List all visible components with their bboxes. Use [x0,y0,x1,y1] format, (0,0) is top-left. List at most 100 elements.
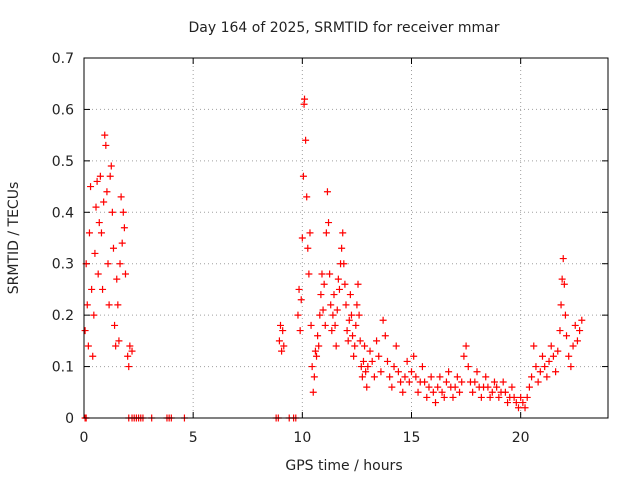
y-tick-label: 0.3 [52,257,74,273]
data-point [386,373,394,381]
data-point [111,321,119,329]
x-tick-label: 15 [403,430,421,446]
data-point [442,378,450,386]
data-point [486,393,494,401]
data-point [301,95,309,103]
data-point [418,363,426,371]
data-point [92,203,100,211]
data-point [96,172,104,180]
data-point [458,378,466,386]
data-point [332,342,340,350]
data-point [88,285,96,293]
data-point [107,162,115,170]
data-point [320,280,328,288]
data-point [482,373,490,381]
data-point [532,363,540,371]
data-point [315,342,323,350]
data-point [342,301,350,309]
data-point [559,255,567,263]
data-point [81,327,89,335]
data-point [392,342,400,350]
data-point [521,404,529,412]
data-point [394,368,402,376]
data-point [547,342,555,350]
data-point [565,352,573,360]
y-tick-label: 0.7 [52,51,74,67]
data-point [275,337,283,345]
data-point [344,337,352,345]
data-point [349,332,357,340]
data-point [578,316,586,324]
data-point [95,219,103,227]
data-point [104,260,112,268]
data-point [539,352,546,360]
data-point [87,183,95,191]
data-point [358,373,366,381]
data-point [536,368,544,376]
data-point [299,172,307,180]
data-point [334,275,342,283]
data-point [117,193,125,201]
data-point [279,327,287,335]
data-point [327,301,335,309]
data-point [366,347,374,355]
data-point [307,321,315,329]
data-point [93,177,101,185]
data-point [97,229,105,237]
data-point [425,383,433,391]
data-point [423,393,431,401]
data-point [501,388,509,396]
data-point [405,378,413,386]
x-tick-label: 20 [512,430,530,446]
data-point [350,352,358,360]
data-point [525,383,533,391]
data-point [83,301,91,309]
data-point [106,172,114,180]
data-point [567,363,575,371]
data-point [304,244,312,252]
data-point [94,270,102,278]
data-point [355,311,363,319]
y-tick-label: 0 [65,411,74,427]
data-point [414,388,422,396]
data-point [528,373,536,381]
x-axis-label: GPS time / hours [285,458,402,474]
data-point [343,327,351,335]
data-point [571,321,579,329]
data-point [557,301,565,309]
data-point [363,383,371,391]
data-point [345,316,353,324]
data-point [510,393,518,401]
data-point [101,131,109,139]
data-point [354,280,362,288]
data-point [347,311,355,319]
y-tick-label: 0.1 [52,360,74,376]
plot-frame [83,57,609,419]
data-point [556,327,564,335]
data-point [330,291,338,299]
data-point [552,368,560,376]
data-point [519,399,527,407]
data-point [125,363,133,371]
data-point [514,404,522,412]
data-point [534,378,542,386]
data-point [297,296,305,304]
x-tick-label: 0 [80,430,89,446]
data-point [381,332,389,340]
data-point [427,373,435,381]
data-point [523,393,531,401]
data-point [84,342,92,350]
data-point [408,368,415,376]
data-point [105,301,113,309]
data-point [368,357,376,365]
data-point [379,316,387,324]
data-point [335,285,343,293]
data-point [280,342,288,350]
data-point [352,321,360,329]
data-point [569,342,577,350]
data-point [346,291,354,299]
data-point [302,136,310,144]
axis-ticks: 0 0.1 0.2 0.3 0.4 0.5 0.6 0.7 0 5 10 15 20 [52,51,608,446]
data-point [493,383,501,391]
data-point [306,229,314,237]
